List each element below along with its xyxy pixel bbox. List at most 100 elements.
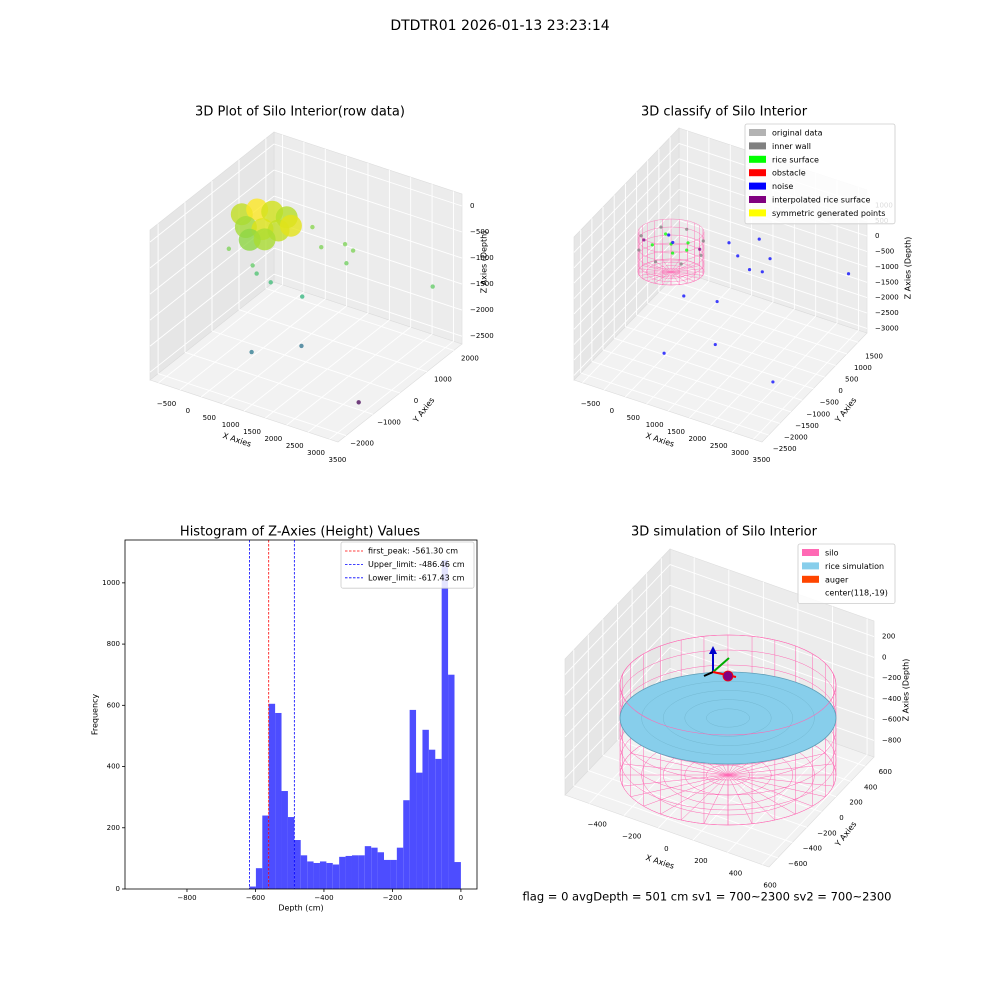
grid-line	[624, 183, 814, 390]
point	[698, 247, 702, 251]
silo-floor-spoke	[642, 271, 672, 279]
point	[664, 232, 668, 236]
legend-label: Lower_limit: -617.43 cm	[368, 573, 465, 582]
chart-title: 3D classify of Silo Interior	[641, 105, 808, 120]
point	[650, 243, 654, 247]
bar	[390, 859, 397, 889]
silo-floor-spoke	[670, 271, 703, 276]
bar	[351, 855, 359, 889]
legend-patch	[749, 182, 766, 190]
x-tick-label: 2500	[710, 442, 728, 450]
x-tick-label: 1000	[222, 421, 240, 429]
silo-floor-spoke	[647, 262, 672, 273]
x-tick-label: 600	[763, 882, 776, 890]
point	[250, 263, 255, 268]
x-tick-label: 3500	[329, 456, 347, 464]
silo-floor-spoke	[654, 271, 672, 284]
legend-patch	[749, 196, 766, 203]
plot-frame	[124, 539, 478, 890]
rice-mesh	[663, 690, 794, 746]
grid-line	[157, 223, 347, 437]
bar	[281, 791, 288, 889]
figure-title: DTDTR01 2026-01-13 23:23:14	[390, 18, 609, 34]
silo-floor-spoke	[727, 774, 796, 815]
point	[685, 248, 689, 252]
point	[701, 239, 705, 243]
bar	[307, 861, 314, 889]
bar	[249, 886, 256, 889]
bar	[262, 815, 269, 889]
x-tick-label: −400	[314, 894, 333, 902]
status-text: flag = 0 avgDepth = 501 cm sv1 = 700~230…	[523, 890, 892, 904]
point	[662, 351, 666, 355]
bar	[396, 847, 404, 889]
legend-patch	[749, 155, 766, 163]
legend-patch	[749, 142, 766, 150]
point	[846, 272, 851, 276]
z-tick-label: 0	[882, 653, 886, 661]
bar	[448, 674, 455, 889]
bar	[294, 840, 301, 889]
grid-line	[624, 144, 731, 398]
x-tick-label: −400	[588, 821, 607, 829]
legend-box	[797, 543, 896, 604]
silo-floor-spoke	[642, 265, 672, 273]
y-tick-label: 0	[838, 387, 842, 395]
point	[350, 248, 356, 253]
point	[639, 234, 643, 238]
point	[685, 227, 689, 231]
y-tick-label: 600	[879, 768, 892, 776]
z-tick-label: 200	[882, 633, 895, 641]
point	[356, 400, 361, 405]
point	[686, 241, 690, 245]
legend-patch	[802, 562, 819, 570]
chart-title: Histogram of Z-Axies (Height) Values	[180, 525, 420, 540]
grid-line	[573, 235, 868, 345]
point	[671, 240, 675, 245]
silo-floor-spoke	[670, 271, 700, 279]
grid-line	[602, 206, 792, 413]
y-tick-label: −1000	[377, 418, 401, 426]
x-tick-label: 1000	[646, 421, 664, 429]
legend-patch	[749, 169, 766, 177]
z-tick-label: −400	[882, 695, 901, 703]
y-tick-label: 800	[107, 640, 120, 648]
chart-title: 3D Plot of Silo Interior(row data)	[195, 105, 405, 120]
silo-floor-spoke	[680, 774, 729, 821]
rice-mesh	[706, 708, 750, 728]
x-tick-label: −500	[581, 400, 600, 408]
silo-floor-spoke	[630, 774, 729, 797]
y-tick-label: −2000	[784, 433, 808, 441]
point	[254, 271, 259, 276]
bar	[403, 800, 410, 889]
point	[430, 284, 435, 289]
silo-floor-spoke	[670, 259, 680, 273]
z-axis-label: Z Axies (Depth)	[902, 659, 911, 722]
top-layer: −5000500100015002000250030003500−2000−10…	[91, 105, 913, 913]
silo-floor-spoke	[670, 271, 695, 282]
grid-line	[564, 605, 875, 717]
silo-floor-spoke	[639, 268, 672, 273]
auger-arrow	[709, 646, 717, 654]
grid-line	[211, 181, 401, 394]
z-tick-label: −3000	[875, 324, 899, 332]
point	[727, 241, 731, 245]
legend-label: obstacle	[772, 169, 806, 178]
y-tick-label: −600	[788, 860, 807, 868]
silo-floor-spoke	[660, 774, 729, 815]
silo-top-rim	[619, 634, 837, 736]
y-tick-label: 0	[116, 885, 120, 893]
y-axis-label: Frequency	[91, 694, 100, 736]
grid-line	[149, 273, 463, 373]
x-tick-label: −800	[177, 894, 196, 902]
bar	[454, 862, 461, 889]
point	[249, 349, 254, 355]
silo-floor-spoke	[670, 265, 700, 273]
point	[310, 224, 315, 230]
y-tick-label: 400	[864, 783, 877, 791]
bar	[435, 758, 442, 889]
y-tick-label: 1500	[865, 352, 883, 360]
point	[342, 241, 348, 247]
point	[736, 254, 740, 258]
